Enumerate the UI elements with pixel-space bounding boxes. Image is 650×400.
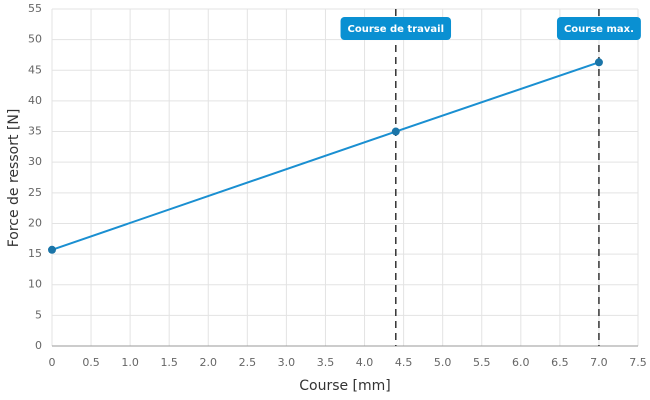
y-tick-label: 25 bbox=[28, 186, 42, 199]
y-tick-label: 20 bbox=[28, 216, 42, 229]
y-tick-label: 0 bbox=[35, 339, 42, 352]
x-tick-label: 5.5 bbox=[473, 356, 491, 369]
x-tick-label: 5.0 bbox=[434, 356, 452, 369]
x-tick-label: 2.5 bbox=[239, 356, 257, 369]
x-tick-label: 7.5 bbox=[629, 356, 647, 369]
annotation-box bbox=[556, 17, 641, 40]
y-tick-label: 15 bbox=[28, 247, 42, 260]
annotation-label: Course de travail bbox=[348, 24, 444, 35]
annotation-box bbox=[340, 17, 452, 40]
point bbox=[594, 58, 603, 67]
x-tick-label: 3.5 bbox=[317, 356, 335, 369]
x-tick-label: 6.0 bbox=[512, 356, 530, 369]
point bbox=[391, 127, 400, 136]
x-tick-label: 4.0 bbox=[356, 356, 374, 369]
y-axis-title: Force de ressort [N] bbox=[6, 109, 22, 248]
x-tick-label: 2.0 bbox=[200, 356, 218, 369]
x-axis-title: Course [mm] bbox=[299, 378, 391, 394]
annotation-label: Course max. bbox=[564, 24, 634, 35]
y-tick-label: 55 bbox=[28, 2, 42, 15]
x-tick-label: 7.0 bbox=[590, 356, 608, 369]
x-tick-label: 0.5 bbox=[82, 356, 100, 369]
y-tick-label: 35 bbox=[28, 125, 42, 138]
y-tick-label: 5 bbox=[35, 308, 42, 321]
x-tick-label: 4.5 bbox=[395, 356, 413, 369]
point bbox=[48, 245, 56, 254]
x-tick-label: 6.5 bbox=[551, 356, 569, 369]
y-tick-label: 45 bbox=[28, 63, 42, 76]
y-tick-label: 10 bbox=[28, 278, 42, 291]
x-tick-label: 1.0 bbox=[121, 356, 139, 369]
y-tick-label: 50 bbox=[28, 33, 42, 46]
x-tick-label: 3.0 bbox=[278, 356, 296, 369]
x-tick-label: 1.5 bbox=[160, 356, 178, 369]
y-tick-label: 40 bbox=[28, 94, 42, 107]
y-tick-label: 30 bbox=[28, 155, 42, 168]
x-tick-label: 0 bbox=[49, 356, 56, 369]
